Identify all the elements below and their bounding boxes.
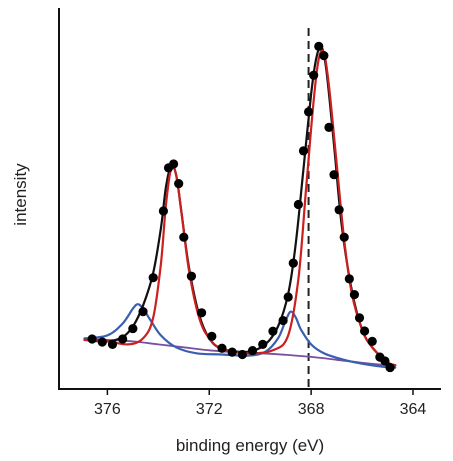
curve-layer bbox=[83, 45, 397, 369]
data-point bbox=[344, 274, 354, 284]
data-point bbox=[217, 343, 227, 353]
data-point bbox=[278, 315, 288, 326]
fit-curve bbox=[83, 49, 397, 367]
data-point bbox=[329, 170, 339, 180]
data-point bbox=[237, 349, 247, 360]
data-point bbox=[158, 206, 169, 216]
data-point bbox=[380, 356, 390, 366]
data-point bbox=[309, 70, 319, 80]
data-point bbox=[314, 41, 324, 51]
data-point bbox=[354, 313, 365, 323]
y-axis-label: intensity bbox=[11, 163, 30, 226]
data-point bbox=[227, 347, 237, 357]
data-point bbox=[247, 346, 258, 356]
data-point bbox=[118, 334, 128, 344]
envelope-curve bbox=[83, 45, 397, 367]
plot-frame bbox=[58, 8, 441, 390]
data-point bbox=[138, 307, 148, 317]
data-point bbox=[128, 323, 138, 334]
data-point bbox=[334, 205, 344, 215]
x-tick-label: 364 bbox=[400, 401, 427, 418]
data-point bbox=[298, 146, 309, 156]
data-point bbox=[360, 326, 370, 336]
data-point bbox=[174, 179, 184, 189]
x-tick-label: 372 bbox=[196, 401, 223, 418]
data-point bbox=[268, 326, 278, 336]
data-point bbox=[339, 232, 349, 242]
data-point bbox=[148, 273, 158, 283]
data-point bbox=[293, 199, 303, 210]
x-axis-label: binding energy (eV) bbox=[176, 436, 324, 455]
data-point bbox=[288, 258, 298, 268]
data-point bbox=[197, 308, 207, 318]
data-point bbox=[258, 339, 268, 349]
data-point-layer bbox=[87, 41, 395, 373]
data-point bbox=[283, 292, 293, 302]
x-tick-layer: 376 372 368 364 bbox=[94, 389, 426, 418]
data-point bbox=[107, 339, 118, 349]
data-point bbox=[385, 362, 395, 373]
x-tick-label: 368 bbox=[298, 401, 325, 418]
data-point bbox=[303, 107, 314, 117]
data-point bbox=[349, 290, 360, 300]
data-point bbox=[87, 334, 97, 344]
data-point bbox=[367, 336, 377, 346]
data-point bbox=[186, 271, 197, 281]
component-curve bbox=[83, 303, 397, 369]
data-point bbox=[169, 159, 179, 169]
data-point bbox=[97, 337, 107, 347]
data-point bbox=[324, 122, 334, 132]
data-point bbox=[207, 331, 217, 341]
data-point bbox=[179, 232, 189, 242]
x-tick-label: 376 bbox=[94, 401, 121, 418]
data-point bbox=[319, 51, 329, 61]
